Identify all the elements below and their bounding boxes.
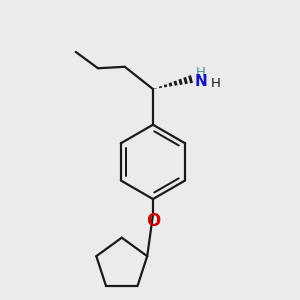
Text: H: H [196, 66, 206, 79]
Text: O: O [146, 212, 160, 230]
Text: H: H [211, 76, 221, 90]
Text: N: N [194, 74, 207, 89]
